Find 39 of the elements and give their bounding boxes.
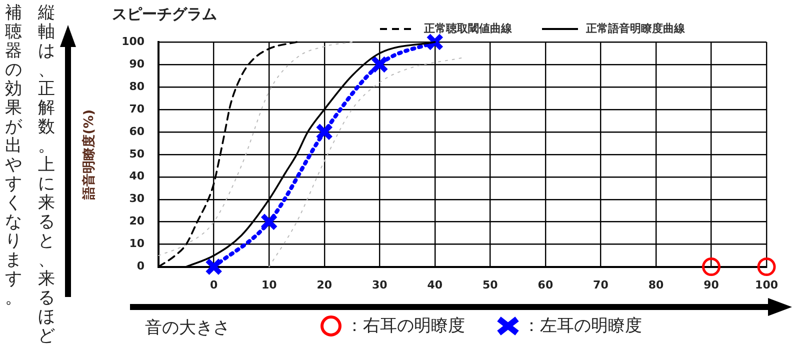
x-tick-label: 40: [427, 278, 443, 292]
x-tick-label: 60: [538, 278, 554, 292]
legend-label: 正常聴取閾値曲線: [424, 21, 512, 36]
legend-label: 正常語音明瞭度曲線: [586, 21, 685, 36]
legend-label: ：左耳の明瞭度: [523, 315, 642, 337]
y-tick-label: 40: [129, 170, 145, 183]
y-tick-label: 60: [129, 124, 145, 138]
x-tick-label: 50: [482, 278, 498, 292]
point: [260, 212, 278, 231]
y-tick-label: 90: [129, 57, 145, 70]
x-tick-label: 70: [593, 278, 609, 292]
point: [426, 33, 444, 51]
line-series: [268, 57, 464, 268]
y-tick-label: 20: [129, 214, 145, 228]
y-tick-label: 10: [129, 237, 145, 250]
chart-title: スピーチグラム: [112, 5, 217, 24]
x-tick-label: 20: [316, 278, 332, 292]
y-tick-label: 70: [129, 102, 145, 116]
x-tick-label: 30: [372, 278, 388, 292]
x-tick-label: 90: [704, 278, 720, 292]
y-tick-label: 100: [122, 34, 145, 48]
y-tick-label: 80: [129, 80, 145, 93]
y-axis-title: 語音明瞭度(%): [81, 109, 98, 200]
point: [757, 258, 776, 276]
y-tick-label: 50: [129, 147, 145, 160]
x-tick-label: 0: [210, 278, 218, 292]
x-tick-label: 80: [648, 278, 664, 292]
point: [316, 123, 334, 141]
x-tick-label: 10: [261, 278, 278, 292]
y-tick-label: 0: [136, 260, 145, 273]
y-tick-label: 30: [129, 192, 145, 206]
x-tick-label: 100: [755, 278, 778, 292]
point: [370, 56, 388, 74]
x-axis-title: 音の大きさ: [145, 317, 230, 339]
line-series: [158, 42, 353, 256]
legend-label: ：右耳の明瞭度: [346, 315, 465, 337]
point: [204, 258, 223, 276]
text: 縦軸は、正解数。上に来ると、来るほど補聴器の効果が出やすくなります。: [5, 3, 55, 346]
point: [702, 258, 720, 276]
